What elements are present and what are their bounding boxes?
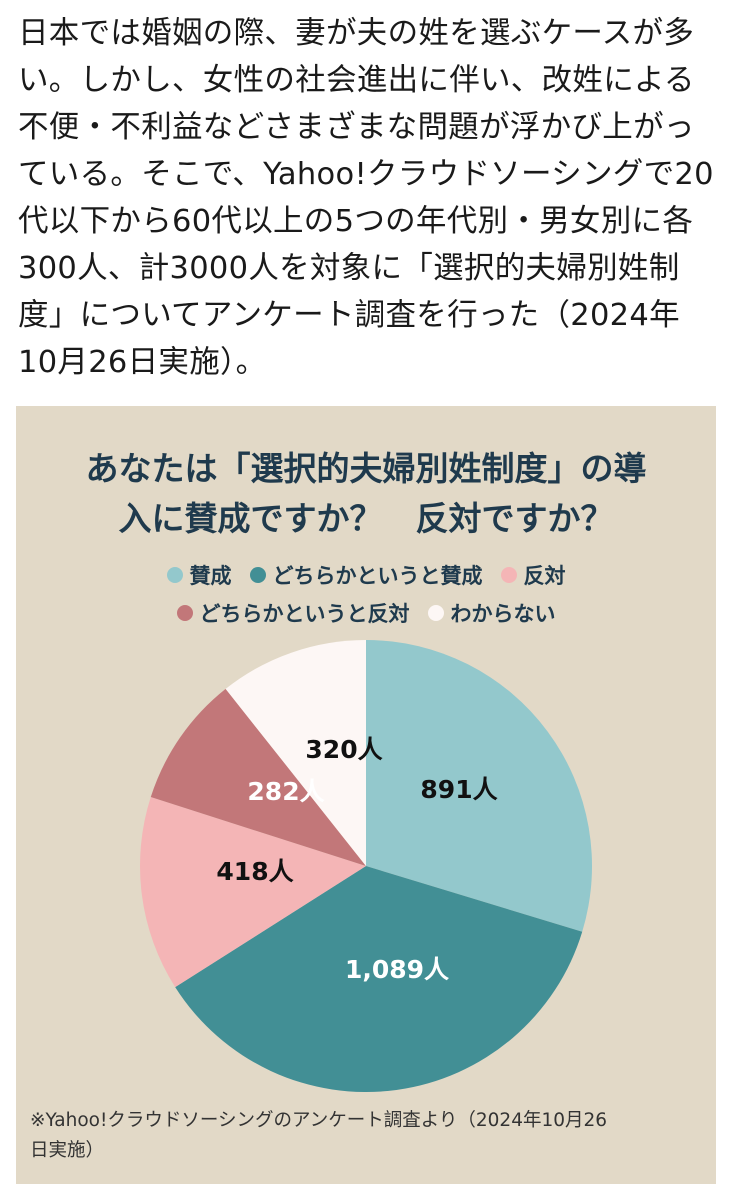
pie-label-agree: 891人 (420, 775, 497, 804)
pie-slice-somewhat-oppose (150, 688, 366, 866)
pie-chart: 891人 1,089人 418人 282人 320人 (139, 640, 593, 1093)
legend-dot-oppose (500, 567, 517, 583)
chart-footnote: ※Yahoo!クラウドソーシングのアンケート調査より（2024年10月26 日実… (30, 1110, 608, 1161)
legend-label-oppose: 反対 (523, 564, 566, 588)
legend-row-1: 賛成 どちらかというと賛成 反対 (16, 556, 716, 594)
legend-dot-agree (166, 567, 183, 583)
legend-item-somewhat-oppose: どちらかというと反対 (176, 598, 410, 628)
legend-item-somewhat-agree: どちらかというと賛成 (249, 560, 483, 590)
legend-label-unknown: わからない (450, 602, 556, 626)
pie-label-oppose: 418人 (216, 857, 293, 886)
legend-item-unknown: わからない (427, 598, 556, 628)
article-paragraph: 日本では婚姻の際、妻が夫の姓を選ぶケースが多 い。しかし、女性の社会進出に伴い、… (18, 16, 714, 380)
legend-label-somewhat-oppose: どちらかというと反対 (199, 602, 410, 626)
legend-dot-unknown (427, 605, 444, 621)
pie-slice-unknown (225, 640, 366, 866)
legend-dot-somewhat-oppose (176, 605, 193, 621)
chart-legend: 賛成 どちらかというと賛成 反対 どちらかというと反対 わからない (16, 556, 716, 632)
legend-label-somewhat-agree: どちらかというと賛成 (272, 564, 483, 588)
chart-title: あなたは「選択的夫婦別姓制度」の導 入に賛成ですか？ 反対ですか？ (85, 449, 647, 538)
chart-card: あなたは「選択的夫婦別姓制度」の導 入に賛成ですか？ 反対ですか？ 賛成 どちら… (16, 406, 716, 1184)
pie-slice-agree (366, 640, 593, 932)
legend-label-agree: 賛成 (189, 564, 232, 588)
pie-slice-somewhat-agree (175, 866, 583, 1093)
legend-item-agree: 賛成 (166, 560, 232, 590)
legend-item-oppose: 反対 (500, 560, 566, 590)
pie-label-somewhat-agree: 1,089人 (345, 955, 449, 984)
pie-label-somewhat-oppose: 282人 (247, 777, 324, 806)
pie-label-unknown: 320人 (305, 735, 382, 764)
legend-dot-somewhat-agree (249, 567, 266, 583)
pie-slice-oppose (139, 797, 366, 988)
legend-row-2: どちらかというと反対 わからない (16, 594, 716, 632)
